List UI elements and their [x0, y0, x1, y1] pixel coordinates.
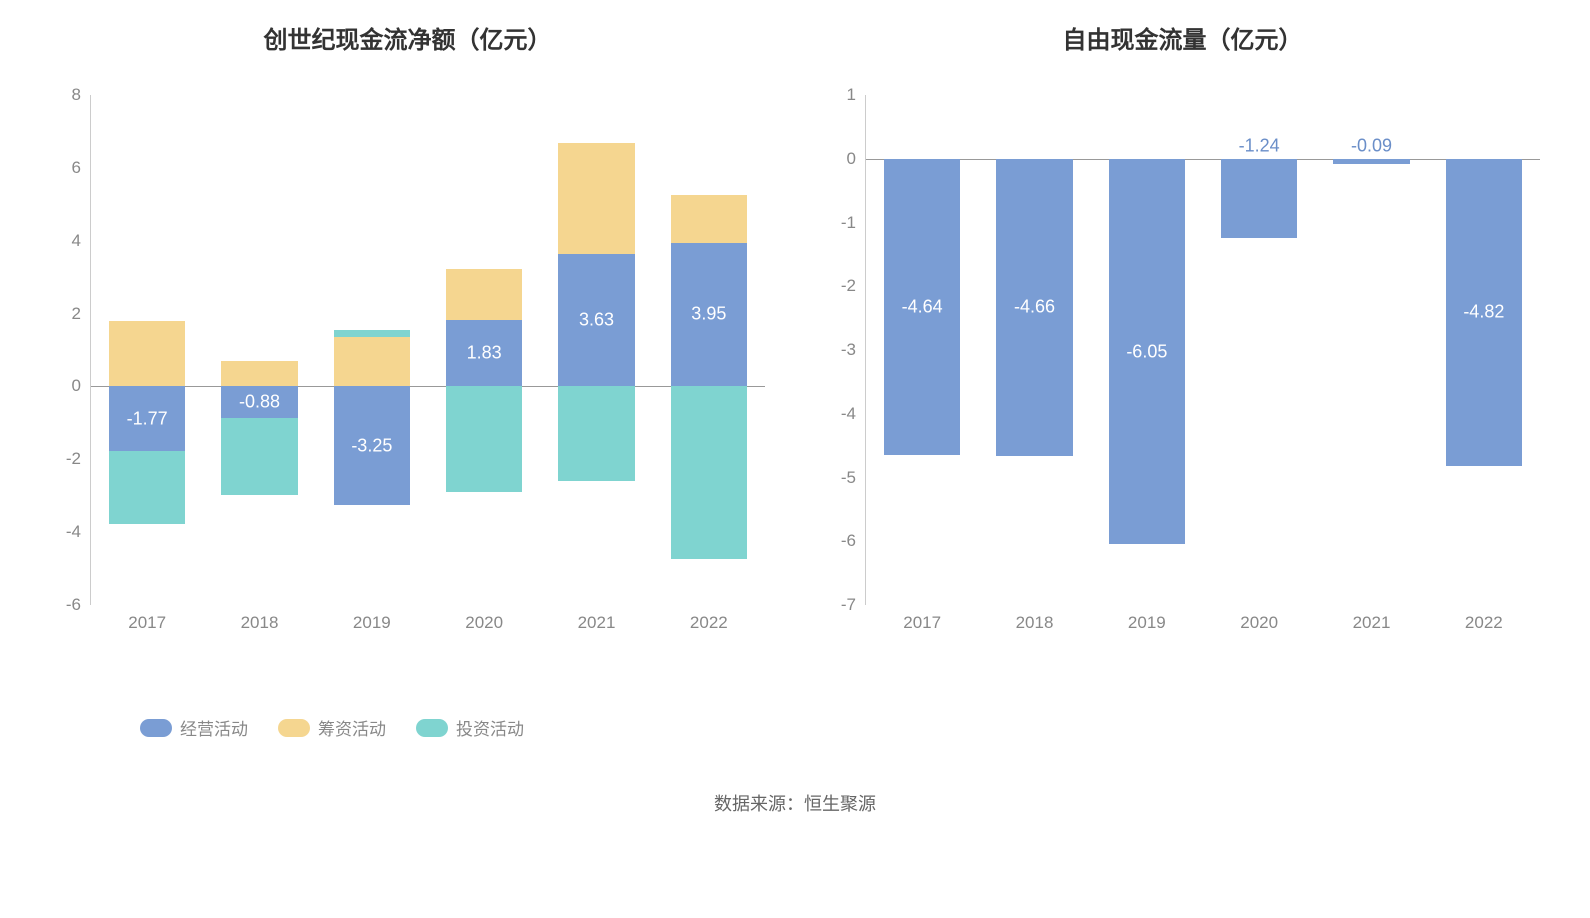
legend-swatch — [278, 719, 310, 737]
x-axis-label: 2020 — [1240, 613, 1278, 633]
y-axis-tick: 1 — [847, 85, 856, 105]
legend-item: 筹资活动 — [278, 715, 386, 740]
bar-segment — [446, 269, 522, 320]
y-axis-tick: -6 — [841, 531, 856, 551]
x-axis-label: 2021 — [1353, 613, 1391, 633]
legend-item: 投资活动 — [416, 715, 524, 740]
bar-segment — [334, 337, 410, 386]
bar-value-label: 1.83 — [467, 343, 502, 364]
data-source-note: 数据来源：恒生聚源 — [40, 790, 1550, 816]
bar-value-label: -6.05 — [1126, 341, 1167, 362]
zero-axis-line — [91, 386, 765, 387]
bar-segment — [109, 451, 185, 524]
bar-segment — [221, 361, 297, 387]
y-axis-tick: -2 — [841, 276, 856, 296]
chart-plot-area: -7 -6 -5 -4 -3 -2 -1 0 1 2017 -4.64 2018 -4.66 2019 -6… — [815, 85, 1550, 645]
bar-segment — [446, 386, 522, 492]
y-axis-tick: -6 — [66, 595, 81, 615]
source-text: 恒生聚源 — [804, 794, 876, 814]
bar-value-label: -0.88 — [239, 392, 280, 413]
x-axis-label: 2019 — [353, 613, 391, 633]
bar — [1221, 159, 1297, 238]
cash-flow-net-chart: 创世纪现金流净额（亿元） -6 -4 -2 0 2 4 6 8 2017 -1.77 2018 -0.… — [40, 20, 775, 740]
bar-value-label: -3.25 — [351, 435, 392, 456]
bar-value-label: 3.95 — [691, 304, 726, 325]
bar-segment — [558, 386, 634, 481]
source-prefix: 数据来源： — [714, 794, 804, 814]
y-axis-tick: -5 — [841, 468, 856, 488]
bar-value-label: -0.09 — [1351, 136, 1392, 157]
y-axis-tick: 8 — [72, 85, 81, 105]
chart-plot-area: -6 -4 -2 0 2 4 6 8 2017 -1.77 2018 -0.88 2019 -3.25 20… — [40, 85, 775, 645]
y-axis-tick: 6 — [72, 158, 81, 178]
x-axis-label: 2019 — [1128, 613, 1166, 633]
y-axis-tick: 0 — [847, 149, 856, 169]
x-axis-label: 2020 — [465, 613, 503, 633]
x-axis-label: 2018 — [241, 613, 279, 633]
bar — [1333, 159, 1409, 165]
chart-legend: 经营活动 筹资活动 投资活动 — [40, 715, 775, 740]
bar-segment — [334, 330, 410, 337]
legend-label: 投资活动 — [456, 715, 524, 740]
x-axis-label: 2022 — [1465, 613, 1503, 633]
bar-segment — [671, 386, 747, 559]
x-axis-label: 2021 — [578, 613, 616, 633]
chart-title: 创世纪现金流净额（亿元） — [40, 20, 775, 55]
x-axis-label: 2017 — [128, 613, 166, 633]
y-axis-tick: -4 — [841, 404, 856, 424]
chart-title: 自由现金流量（亿元） — [815, 20, 1550, 55]
bar-value-label: -1.24 — [1239, 136, 1280, 157]
legend-swatch — [140, 719, 172, 737]
y-axis-tick: 0 — [72, 376, 81, 396]
free-cash-flow-chart: 自由现金流量（亿元） -7 -6 -5 -4 -3 -2 -1 0 1 2017 -4.64 2018… — [815, 20, 1550, 740]
y-axis-tick: 2 — [72, 304, 81, 324]
bar-value-label: 3.63 — [579, 310, 614, 331]
bar-value-label: -1.77 — [127, 408, 168, 429]
bar-segment — [558, 143, 634, 254]
bar-value-label: -4.64 — [902, 296, 943, 317]
bar-segment — [109, 321, 185, 387]
x-axis-label: 2018 — [1016, 613, 1054, 633]
x-axis-label: 2017 — [903, 613, 941, 633]
bar-segment — [671, 195, 747, 242]
zero-axis-line — [866, 159, 1540, 160]
y-axis-tick: -1 — [841, 213, 856, 233]
bar-value-label: -4.82 — [1463, 302, 1504, 323]
bar-value-label: -4.66 — [1014, 297, 1055, 318]
legend-item: 经营活动 — [140, 715, 248, 740]
legend-label: 经营活动 — [180, 715, 248, 740]
y-axis-tick: 4 — [72, 231, 81, 251]
y-axis-tick: -7 — [841, 595, 856, 615]
bar-segment — [221, 418, 297, 495]
y-axis-tick: -3 — [841, 340, 856, 360]
y-axis-tick: -2 — [66, 449, 81, 469]
y-axis-tick: -4 — [66, 522, 81, 542]
x-axis-label: 2022 — [690, 613, 728, 633]
legend-swatch — [416, 719, 448, 737]
legend-label: 筹资活动 — [318, 715, 386, 740]
